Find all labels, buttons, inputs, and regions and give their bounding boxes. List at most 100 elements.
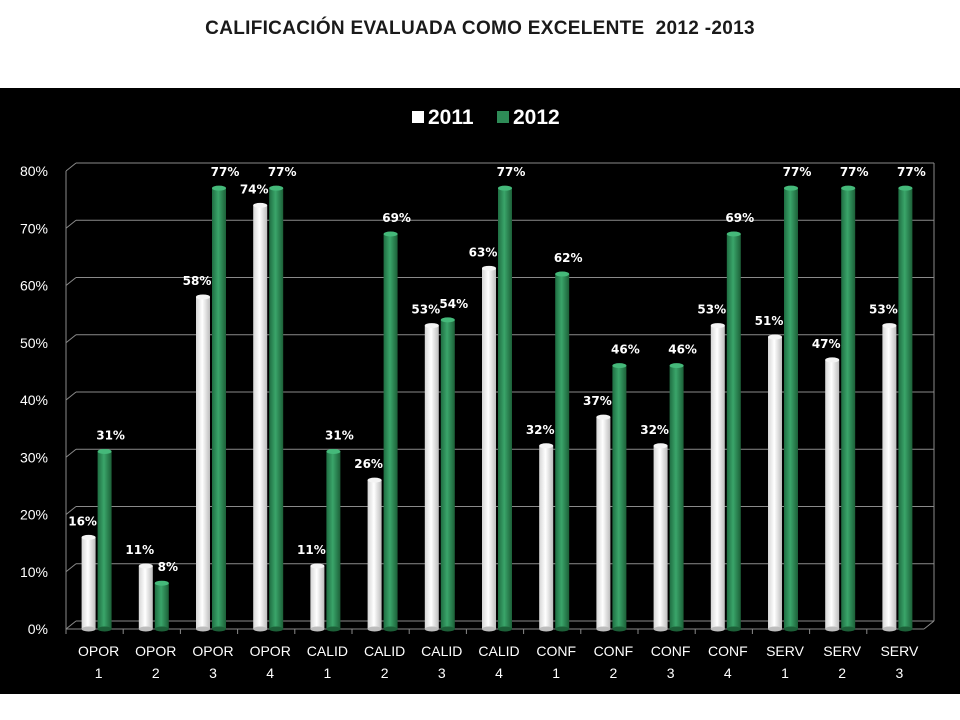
gridline-diag [65, 277, 77, 286]
bar-base [310, 626, 325, 632]
data-label: 77% [268, 165, 297, 179]
bar-cap [726, 231, 741, 237]
bar-body [196, 296, 210, 629]
y-tick-label: 80% [20, 163, 48, 179]
bar-cap [898, 185, 913, 191]
y-tick-label: 20% [20, 507, 48, 523]
bar-2011 [424, 323, 439, 632]
data-label: 77% [897, 165, 926, 179]
bar-2012 [784, 185, 798, 632]
legend-swatch-2012 [497, 111, 509, 123]
category-label: 3 [438, 665, 446, 681]
bar-2012 [726, 231, 741, 632]
category-label: 2 [610, 665, 618, 681]
bar-body [555, 274, 570, 629]
gridline-diag [65, 448, 77, 458]
bar-body [669, 365, 684, 629]
category-label: CALID [364, 643, 405, 659]
bar-cap [196, 294, 210, 300]
bar-base [424, 626, 439, 632]
bar-base [726, 626, 741, 632]
chart-panel: 0% 10% 20% 30% 40% 50% 60% 70% 80% 16% 31% 11% 8% 58… [0, 88, 960, 694]
page-title: CALIFICACIÓN EVALUADA COMO EXCELENTE 201… [205, 18, 755, 39]
bar-2012 [555, 271, 570, 632]
category-label: 2 [381, 665, 389, 681]
data-label: 62% [554, 251, 583, 265]
bar-body [367, 480, 382, 629]
y-tick-label: 60% [20, 278, 48, 294]
data-label: 77% [840, 165, 869, 179]
gridline-diag [65, 563, 77, 573]
bar-2011 [825, 357, 840, 632]
bar-body [97, 451, 112, 629]
bar-body [726, 233, 741, 629]
bar-body [882, 325, 897, 629]
bar-2011 [138, 563, 153, 632]
bar-cap [768, 334, 782, 340]
bar-2011 [882, 323, 897, 632]
y-tick-label: 10% [20, 564, 48, 580]
data-label: 8% [158, 560, 178, 574]
category-label: CONF [708, 643, 748, 659]
data-label: 54% [439, 297, 468, 311]
bar-cap [253, 202, 268, 208]
bar-2012 [97, 449, 112, 632]
bar-body [424, 325, 439, 629]
bar-base [81, 626, 96, 632]
legend: 2011 2012 [412, 106, 560, 129]
bar-cap [424, 323, 439, 329]
bar-body [440, 319, 455, 629]
bar-base [253, 626, 268, 632]
bar-2012 [383, 231, 398, 632]
bar-2012 [326, 449, 341, 632]
gridline-diag [65, 334, 77, 344]
bar-cap [498, 185, 512, 191]
legend-swatch-2011 [412, 111, 424, 123]
bar-2012 [212, 185, 226, 632]
bar-2011 [539, 443, 554, 632]
y-tick-label: 50% [20, 335, 48, 351]
bar-2011 [710, 323, 725, 632]
bar-cap [212, 185, 226, 191]
category-label: 1 [324, 665, 332, 681]
bar-2011 [367, 477, 382, 632]
bar-base [555, 626, 570, 632]
category-label: 4 [266, 665, 274, 681]
bar-body [612, 365, 627, 629]
bar-cap [482, 265, 496, 271]
bar-cap [669, 363, 684, 369]
bar-cap [269, 185, 284, 191]
data-label: 53% [411, 303, 440, 317]
category-label: OPOR [250, 643, 291, 659]
data-label: 77% [211, 165, 240, 179]
category-label: 3 [896, 665, 904, 681]
bar-body [596, 417, 611, 629]
category-label: SERV [823, 643, 862, 659]
bar-base [882, 626, 897, 632]
x-axis: OPOR 1 OPOR 2 OPOR 3 OPOR 4 CALID 1 CALID 2 CALID 3 CA… [65, 629, 919, 681]
category-label: CONF [536, 643, 576, 659]
category-label: OPOR [135, 643, 176, 659]
bar-base [326, 626, 341, 632]
y-tick-label: 70% [20, 220, 48, 236]
bar-body [784, 188, 798, 630]
bar-base [539, 626, 554, 632]
category-label: 1 [95, 665, 103, 681]
bar-chart: 0% 10% 20% 30% 40% 50% 60% 70% 80% 16% 31% 11% 8% 58… [20, 106, 935, 681]
gridline-diag [65, 391, 77, 401]
data-label: 77% [497, 165, 526, 179]
gridline-diag [65, 620, 77, 630]
bar-2012 [440, 317, 455, 632]
bar-2012 [669, 363, 684, 632]
category-label: CALID [478, 643, 519, 659]
bar-base [784, 626, 798, 632]
bar-base [367, 626, 382, 632]
bar-body [825, 359, 840, 629]
category-label: SERV [766, 643, 805, 659]
bar-cap [81, 534, 96, 540]
bar-base [498, 626, 512, 632]
data-label: 32% [640, 423, 669, 437]
category-label: 1 [781, 665, 789, 681]
bar-body [326, 451, 341, 629]
bar-body [653, 445, 668, 629]
